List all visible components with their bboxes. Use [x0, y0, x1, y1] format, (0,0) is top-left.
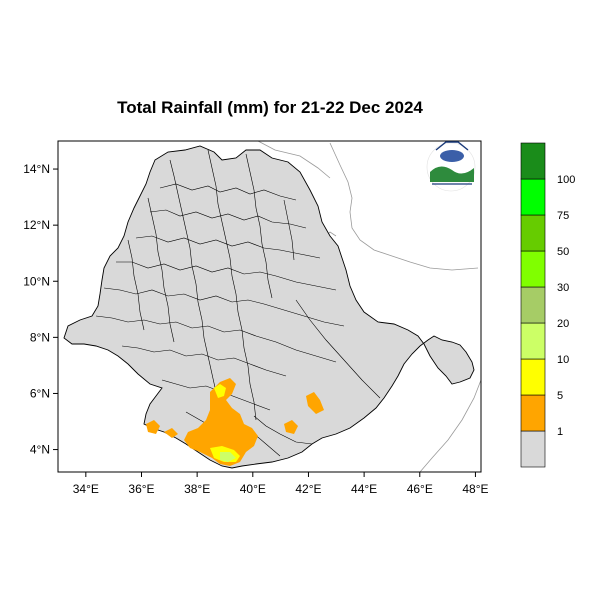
legend-swatch — [520, 142, 546, 180]
legend-label: 50 — [557, 246, 569, 258]
map-area — [58, 140, 482, 473]
legend-label: 100 — [557, 174, 575, 186]
agency-logo — [426, 141, 476, 192]
y-tick-label: 14°N — [23, 162, 50, 176]
x-tick-label: 46°E — [407, 482, 433, 496]
legend-label: 75 — [557, 210, 569, 222]
somalia-coast — [419, 379, 482, 473]
rain-region-20mm-south — [220, 452, 236, 462]
neighbor-borders — [257, 140, 482, 473]
rain-region-5mm-southwest — [164, 428, 178, 438]
logo-cloud-icon — [440, 150, 464, 162]
rain-region-5mm-main — [184, 378, 258, 466]
rain-region-5mm-east-1 — [306, 392, 324, 414]
x-tick-label: 42°E — [295, 482, 321, 496]
map-title: Total Rainfall (mm) for 21-22 Dec 2024 — [117, 98, 423, 117]
ethiopia-land — [63, 145, 475, 469]
x-tick-label: 34°E — [73, 482, 99, 496]
legend-label: 20 — [557, 318, 569, 330]
map-frame — [57, 140, 482, 473]
y-tick-label: 6°N — [30, 386, 50, 400]
admin-borders — [95, 149, 381, 457]
rain-region-5mm-east-2 — [284, 420, 298, 434]
logo-arc — [435, 141, 469, 151]
legend-swatch — [520, 250, 546, 288]
legend-swatch — [520, 214, 546, 252]
legend-swatch — [520, 286, 546, 324]
rain-region-10mm-north — [214, 384, 226, 398]
legend-label: 30 — [557, 282, 569, 294]
y-axis: 14°N 12°N 10°N 8°N 6°N 4°N — [23, 162, 58, 457]
legend-label: 5 — [557, 390, 563, 402]
red-sea-coast — [329, 142, 479, 271]
legend-swatch — [520, 322, 546, 360]
legend-label: 10 — [557, 354, 569, 366]
x-tick-label: 36°E — [128, 482, 154, 496]
legend-label: 1 — [557, 426, 563, 438]
logo-hills — [430, 166, 474, 182]
y-tick-label: 8°N — [30, 330, 50, 344]
legend-swatch — [520, 178, 546, 216]
eritrea-coast-line — [257, 140, 331, 179]
x-tick-label: 48°E — [462, 482, 488, 496]
x-tick-label: 38°E — [184, 482, 210, 496]
y-tick-label: 4°N — [30, 443, 50, 457]
x-tick-label: 44°E — [351, 482, 377, 496]
rainfall-overlay — [146, 378, 324, 466]
y-tick-label: 10°N — [23, 274, 50, 288]
legend-swatch — [520, 358, 546, 396]
x-axis: 34°E 36°E 38°E 40°E 42°E 44°E 46°E 48°E — [73, 472, 489, 496]
legend-swatch — [520, 430, 546, 468]
x-tick-label: 40°E — [240, 482, 266, 496]
rain-region-5mm-west — [146, 420, 160, 434]
y-tick-label: 12°N — [23, 218, 50, 232]
legend-swatch — [520, 394, 546, 432]
legend: 1 5 10 20 30 50 75 100 — [520, 142, 575, 468]
